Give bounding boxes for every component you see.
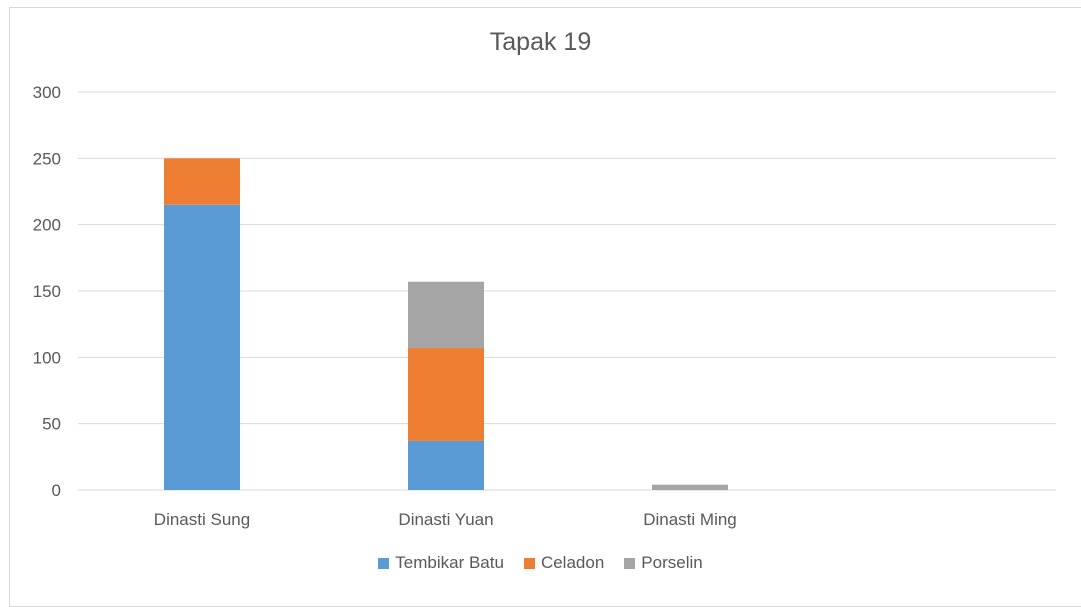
bar-segment xyxy=(164,204,240,490)
y-tick-label: 300 xyxy=(33,83,61,102)
y-tick-label: 50 xyxy=(42,415,61,434)
y-axis-ticks: 0 50 100 150 200 250 300 xyxy=(33,83,61,500)
gridlines xyxy=(78,91,1056,491)
legend-swatch xyxy=(523,557,535,569)
y-tick-label: 150 xyxy=(33,282,61,301)
bar-segment xyxy=(408,440,484,490)
bars xyxy=(164,158,728,490)
legend-label: Celadon xyxy=(540,553,605,572)
legend-swatch xyxy=(624,557,636,569)
legend: Tembikar Batu Celadon Porselin xyxy=(0,553,1081,573)
y-tick-label: 200 xyxy=(33,216,61,235)
bar-segment xyxy=(408,281,484,349)
bar-segment xyxy=(164,158,240,205)
x-tick-label: Dinasti Yuan xyxy=(398,510,493,529)
x-tick-label: Dinasti Ming xyxy=(643,510,737,529)
y-tick-label: 0 xyxy=(52,481,61,500)
x-axis-ticks: Dinasti Sung Dinasti Yuan Dinasti Ming xyxy=(154,510,737,529)
bar-segment xyxy=(652,484,728,490)
y-tick-label: 100 xyxy=(33,348,61,367)
x-tick-label: Dinasti Sung xyxy=(154,510,250,529)
legend-label: Porselin xyxy=(641,553,703,572)
legend-item: Tembikar Batu xyxy=(378,553,504,573)
chart-plot: 0 50 100 150 200 250 300 Dinasti Sung Dinasti Y… xyxy=(33,83,1056,529)
chart-title: Tapak 19 xyxy=(489,28,592,56)
legend-label: Tembikar Batu xyxy=(395,553,504,572)
legend-item: Porselin xyxy=(624,553,703,573)
bar-segment xyxy=(408,348,484,441)
legend-swatch xyxy=(378,557,390,569)
y-tick-label: 250 xyxy=(33,149,61,168)
legend-item: Celadon xyxy=(523,553,605,573)
